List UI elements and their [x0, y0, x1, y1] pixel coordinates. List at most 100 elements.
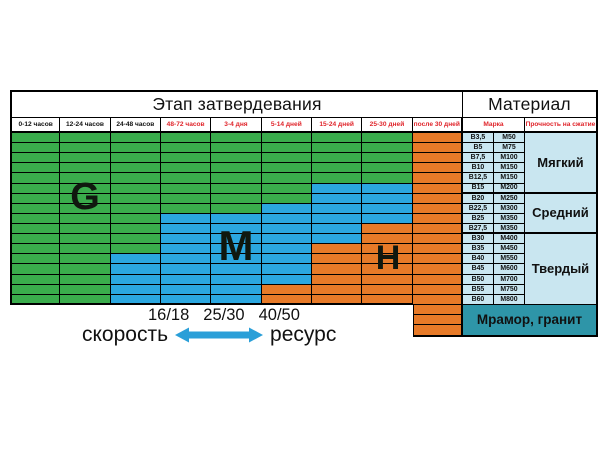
- grid-cell-r17c2: [60, 294, 111, 305]
- grid-cell-r8c5: [211, 203, 262, 214]
- marka-m-cell: M150: [493, 163, 525, 174]
- marka-m-cell: M150: [493, 173, 525, 184]
- grid-cell-r13c5: [211, 254, 262, 265]
- grid-cell-r16c6: [261, 284, 312, 295]
- grid-cell-r16c1: [10, 284, 61, 295]
- hardness-cell-1: Мягкий: [524, 133, 598, 194]
- grid-cell-r6c9: [412, 183, 463, 194]
- grid-cell-r2c7: [311, 143, 363, 154]
- marka-b-cell: B55: [462, 284, 494, 295]
- grid-cell-r7c9: [412, 193, 463, 204]
- grid-cell-r12c1: [10, 244, 61, 255]
- grid-cell-r10c8: [362, 223, 413, 235]
- grid-cell-r7c2: [60, 193, 111, 204]
- hardness-cell-3: Твердый: [524, 234, 598, 305]
- grid-cell-r9c7: [311, 213, 363, 224]
- grid-cell-r9c3: [110, 213, 161, 224]
- grid-cell-r4c2: [60, 163, 111, 174]
- marka-m-cell: M600: [493, 264, 525, 275]
- grid-cell-r1c1: [10, 133, 61, 144]
- grid-cell-r16c4: [160, 284, 212, 295]
- zone-letter-h: H: [375, 239, 401, 277]
- grid-cell-r6c8: [362, 183, 413, 194]
- grid-cell-r4c5: [211, 163, 262, 174]
- grid-cell-r2c6: [261, 143, 312, 154]
- grid-cell-r2c3: [110, 143, 161, 154]
- grid-cell-r12c8: [362, 244, 413, 255]
- grid-cell-r9c1: [10, 213, 61, 224]
- marka-m-cell: M100: [493, 153, 525, 164]
- grid-cell-r7c8: [362, 193, 413, 204]
- grid-cell-r1c3: [110, 133, 161, 144]
- grid-cell-r12c9: [412, 244, 463, 255]
- grid-cell-r4c7: [311, 163, 363, 174]
- grid-cell-r6c3: [110, 183, 161, 194]
- grid-cell-r10c3: [110, 223, 161, 235]
- marka-m-cell: M350: [493, 213, 525, 224]
- grid-cell-r13c3: [110, 254, 161, 265]
- grid-cell-r17c9: [412, 294, 463, 305]
- grid-cell-r6c7: [311, 183, 363, 194]
- grid-cell-r11c5: [211, 234, 262, 245]
- speed-label: скорость: [82, 323, 169, 346]
- strength-header: Прочность на сжатие: [524, 118, 598, 133]
- marka-m-cell: M800: [493, 294, 525, 305]
- marka-b-cell: B12,5: [462, 173, 494, 184]
- marka-m-cell: M250: [493, 193, 525, 204]
- grid-cell-r17c5: [211, 294, 262, 305]
- grit-number-2: 25/30: [203, 306, 245, 324]
- grid-cell-r3c4: [160, 153, 212, 164]
- grid-cell-r3c8: [362, 153, 413, 164]
- grid-cell-r14c2: [60, 264, 111, 275]
- grid-cell-r2c1: [10, 143, 61, 154]
- grid-cell-r13c8: [362, 254, 413, 265]
- grid-cell-r13c6: [261, 254, 312, 265]
- marka-m-cell: M50: [493, 133, 525, 144]
- grid-cell-r3c7: [311, 153, 363, 164]
- marka-b-cell: B45: [462, 264, 494, 275]
- zone-letter-g: G: [70, 176, 100, 218]
- grid-cell-r9c2: [60, 213, 111, 224]
- grid-cell-r16c9: [412, 284, 463, 295]
- grid-cell-r1c8: [362, 133, 413, 144]
- grid-cell-r4c4: [160, 163, 212, 174]
- grid-cell-r12c2: [60, 244, 111, 255]
- marka-m-cell: M400: [493, 234, 525, 245]
- time-header-5: 3-4 дня: [211, 118, 262, 133]
- grid-cell-r3c3: [110, 153, 161, 164]
- grid-cell-r3c9: [412, 153, 463, 164]
- grid-cell-r16c5: [211, 284, 262, 295]
- marka-m-cell: M700: [493, 274, 525, 285]
- marka-b-cell: B20: [462, 193, 494, 204]
- grid-cell-r10c5: [211, 223, 262, 235]
- marka-b-cell: B7,5: [462, 153, 494, 164]
- grid-cell-r11c6: [261, 234, 312, 245]
- marka-b-cell: B60: [462, 294, 494, 305]
- marka-b-cell: B30: [462, 234, 494, 245]
- grid-cell-r11c4: [160, 234, 212, 245]
- marka-m-cell: M200: [493, 183, 525, 194]
- grid-cell-r7c3: [110, 193, 161, 204]
- grid-cell-r7c4: [160, 193, 212, 204]
- grit-number-3: 40/50: [258, 306, 300, 324]
- grid-cell-r5c1: [10, 173, 61, 184]
- grid-cell-r8c3: [110, 203, 161, 214]
- marka-m-cell: M550: [493, 254, 525, 265]
- marka-m-cell: M450: [493, 244, 525, 255]
- grid-cell-r10c9: [412, 223, 463, 235]
- time-header-7: 15-24 дней: [311, 118, 363, 133]
- grid-cell-r5c6: [261, 173, 312, 184]
- grid-cell-r7c6: [261, 193, 312, 204]
- grid-cell-r8c8: [362, 203, 413, 214]
- marka-b-cell: B40: [462, 254, 494, 265]
- time-header-6: 5-14 дней: [261, 118, 312, 133]
- grid-cell-r16c8: [362, 284, 413, 295]
- grid-cell-r11c3: [110, 234, 161, 245]
- grid-cell-r15c4: [160, 274, 212, 285]
- grid-cell-r13c9: [412, 254, 463, 265]
- grid-cell-r14c9: [412, 264, 463, 275]
- grid-cell-r2c8: [362, 143, 413, 154]
- grid-cell-r5c9: [412, 173, 463, 184]
- grid-cell-r16c2: [60, 284, 111, 295]
- marka-m-cell: M75: [493, 143, 525, 154]
